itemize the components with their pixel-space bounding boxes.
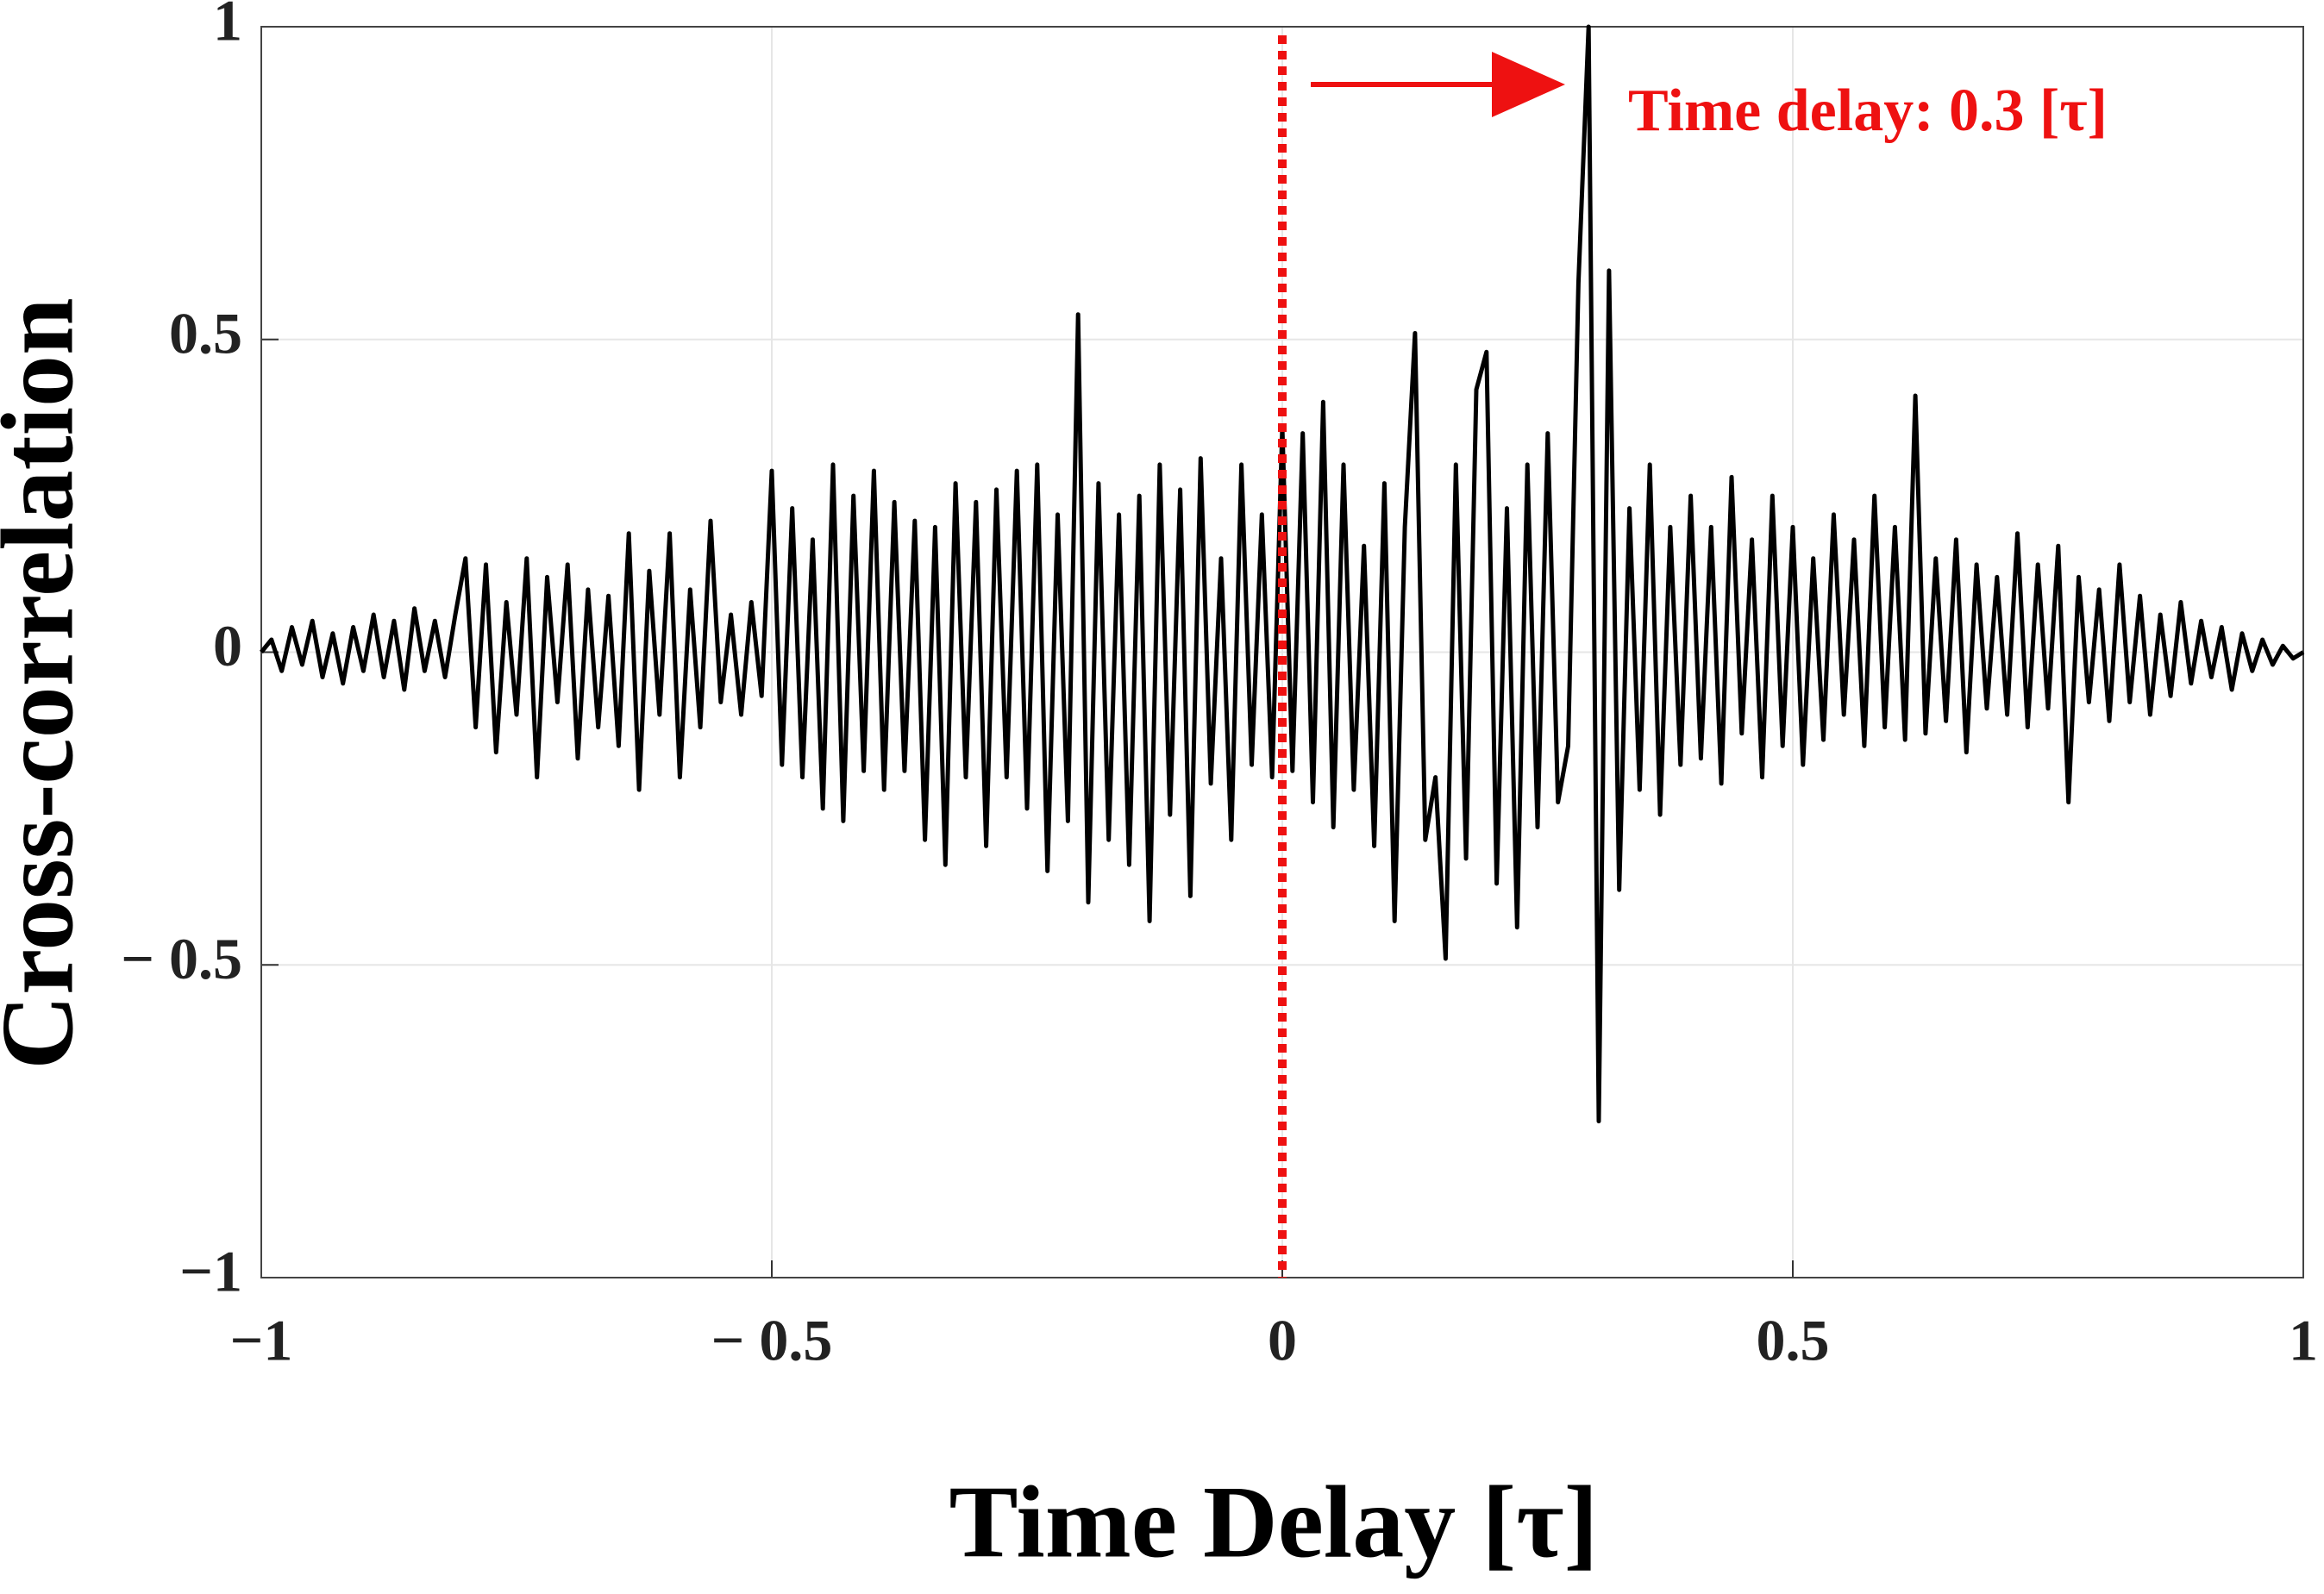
x-tick-label: 1 xyxy=(2289,1308,2318,1373)
y-tick-label: − 0.5 xyxy=(121,926,242,991)
y-tick-label: 0 xyxy=(213,613,242,678)
y-tick-label: 1 xyxy=(213,0,242,53)
x-axis-label: Time Delay [τ] xyxy=(949,1465,1599,1579)
x-tick-label: 0 xyxy=(1268,1308,1297,1373)
x-tick-label: 0.5 xyxy=(1757,1308,1830,1373)
y-axis-label: Cross-correlation xyxy=(0,297,95,1069)
y-tick-label: −1 xyxy=(179,1239,242,1304)
arrow-head xyxy=(1492,52,1565,117)
y-tick-label: 0.5 xyxy=(169,300,242,366)
x-tick-label: −1 xyxy=(230,1308,293,1373)
x-tick-label: − 0.5 xyxy=(711,1308,833,1373)
annotation: Time delay: 0.3 [τ] xyxy=(1628,78,2108,144)
